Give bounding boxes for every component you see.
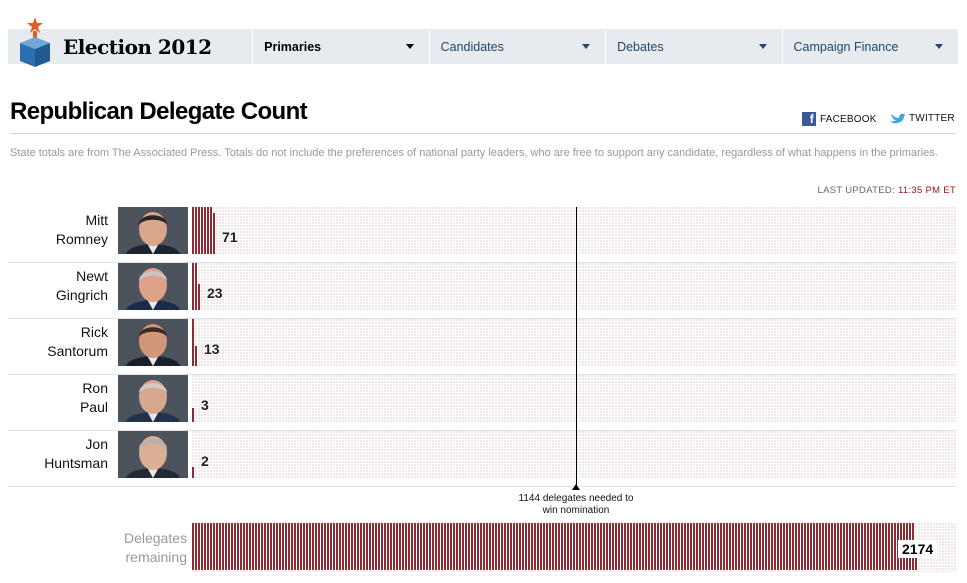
delegate-dot-grid [192, 207, 956, 255]
top-nav: Election 2012 Primaries Candidates Debat… [8, 17, 958, 67]
delegate-count: 2 [201, 453, 209, 469]
delegate-dot-grid [192, 319, 956, 367]
romney-photo [118, 207, 188, 254]
page-title: Republican Delegate Count [10, 98, 308, 125]
candidate-name: Newt Gingrich [8, 267, 108, 305]
delegate-bar [192, 375, 956, 423]
nav-primaries-label: Primaries [264, 39, 322, 54]
last-updated-label: LAST UPDATED: [817, 185, 895, 196]
facebook-share-link[interactable]: f FACEBOOK [802, 112, 877, 126]
candidate-first-name: Mitt [85, 212, 108, 228]
nav-candidates-label: Candidates [440, 39, 504, 54]
remaining-bar [192, 523, 956, 572]
nav-candidates[interactable]: Candidates [428, 29, 605, 64]
delegate-bar [192, 319, 956, 367]
delegate-dot-grid [192, 263, 956, 311]
chevron-down-icon [758, 44, 767, 49]
remaining-line1: Delegates [123, 530, 187, 546]
last-updated: LAST UPDATED: 11:35 PM ET [818, 185, 956, 196]
candidate-first-name: Rick [80, 324, 108, 340]
candidate-row: Newt Gingrich 23 [8, 263, 956, 319]
candidate-first-name: Newt [76, 268, 108, 284]
chevron-down-icon [935, 44, 943, 49]
twitter-label: TWITTER [909, 112, 955, 124]
nomination-threshold-label: 1144 delegates needed to win nomination [496, 493, 656, 517]
candidate-last-name: Huntsman [44, 455, 108, 471]
candidate-row: Jon Huntsman 2 [8, 431, 956, 487]
delegate-bar [192, 207, 956, 255]
nav-primaries[interactable]: Primaries [252, 29, 429, 64]
paul-photo [118, 375, 188, 422]
facebook-label: FACEBOOK [820, 113, 877, 125]
delegate-bar [192, 263, 956, 311]
chevron-down-icon [582, 44, 591, 49]
santorum-photo [118, 319, 188, 366]
delegate-count: 71 [222, 229, 238, 245]
delegate-dot-grid [192, 375, 956, 423]
candidate-last-name: Romney [55, 231, 108, 247]
nav-debates[interactable]: Debates [605, 29, 781, 64]
huntsman-photo [118, 431, 188, 478]
candidate-row: Ron Paul 3 [8, 375, 956, 431]
remaining-line2: remaining [125, 549, 187, 565]
candidate-row: Mitt Romney 71 [8, 207, 956, 263]
twitter-bird-icon [890, 113, 906, 124]
candidate-last-name: Santorum [47, 343, 108, 359]
nav-debates-label: Debates [617, 39, 664, 54]
candidate-row: Rick Santorum 13 [8, 319, 956, 375]
candidate-first-name: Jon [85, 436, 108, 452]
chevron-down-icon [405, 44, 414, 49]
last-updated-time: 11:35 PM ET [897, 185, 956, 196]
header-divider [10, 133, 956, 134]
delegate-dot-grid [192, 431, 956, 479]
candidate-name: Mitt Romney [8, 211, 108, 249]
candidate-name: Jon Huntsman [8, 435, 108, 473]
twitter-share-link[interactable]: TWITTER [890, 112, 955, 124]
threshold-line1: 1144 delegates needed to [518, 493, 634, 504]
candidate-last-name: Gingrich [55, 287, 108, 303]
delegate-count: 23 [207, 285, 223, 301]
remaining-dot-grid [192, 523, 956, 572]
remaining-label: Delegates remaining [100, 529, 187, 567]
delegate-bar [192, 431, 956, 479]
facebook-icon: f [802, 112, 816, 126]
nomination-threshold-line [576, 207, 577, 486]
remaining-count: 2174 [898, 540, 938, 558]
delegate-count: 3 [201, 397, 209, 413]
nav-campaign-finance[interactable]: Campaign Finance [781, 29, 958, 64]
candidate-first-name: Ron [82, 380, 108, 396]
threshold-line2: win nomination [542, 505, 610, 516]
up-arrow-icon [572, 484, 580, 490]
brand[interactable]: Election 2012 [8, 17, 252, 67]
ballot-box-icon [20, 17, 50, 67]
intro-text: State totals are from The Associated Pre… [10, 147, 938, 159]
candidate-name: Rick Santorum [8, 323, 108, 361]
candidate-last-name: Paul [79, 399, 108, 415]
nav-campaign-finance-label: Campaign Finance [793, 39, 899, 54]
gingrich-photo [118, 263, 188, 310]
delegate-count: 13 [204, 341, 220, 357]
brand-title: Election 2012 [63, 35, 212, 59]
candidate-name: Ron Paul [8, 379, 108, 417]
